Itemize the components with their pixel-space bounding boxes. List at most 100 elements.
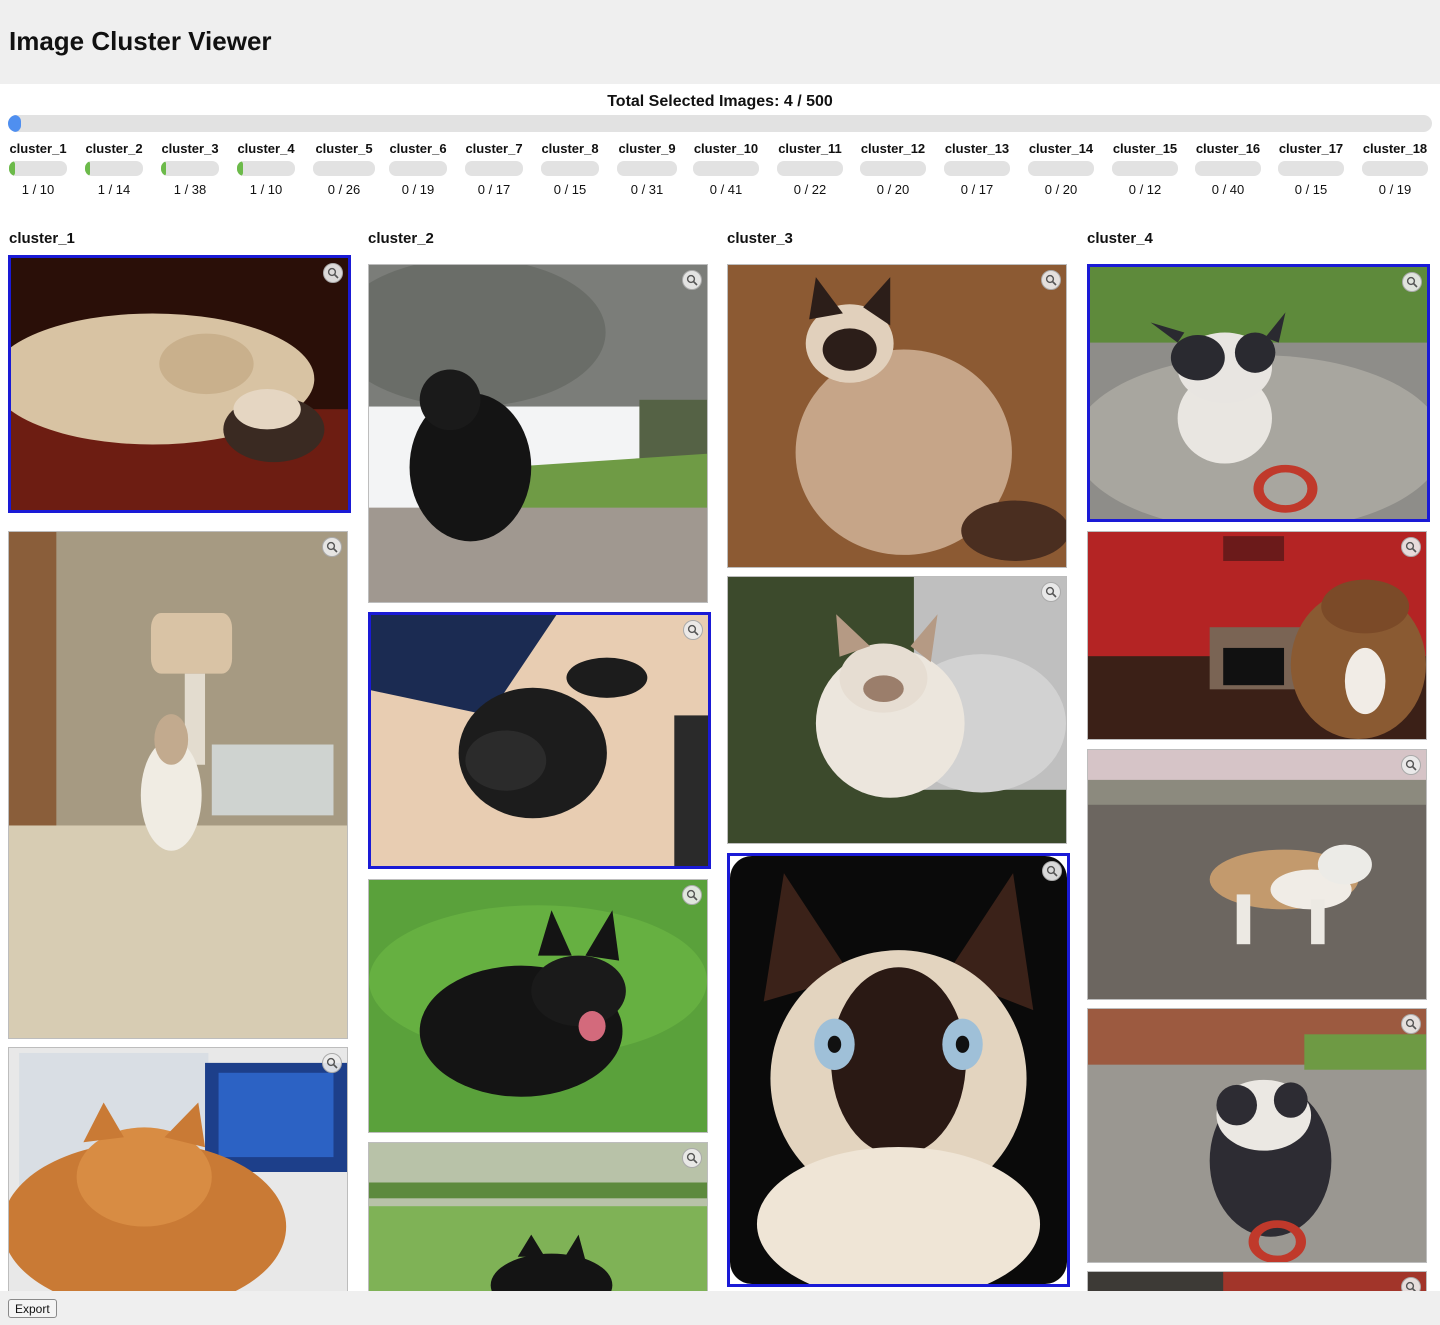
cluster-stat-2: cluster_2 1 / 14 [84, 140, 144, 197]
cluster-progress-bar [237, 161, 295, 176]
cluster-stat-count: 0 / 19 [1378, 182, 1412, 197]
image-card-dog-partial[interactable] [1087, 1271, 1427, 1291]
cluster-progress-bar [1195, 161, 1261, 176]
cluster-stat-name: cluster_8 [541, 141, 599, 156]
cluster-stat-name: cluster_3 [161, 141, 219, 156]
cluster-progress-bar [85, 161, 143, 176]
zoom-icon[interactable] [1401, 1277, 1421, 1291]
pitbull-yard-toy-photo [1088, 1009, 1426, 1262]
image-card-sleeping-cat[interactable] [8, 255, 351, 513]
black-terrier-grass-photo [369, 880, 707, 1132]
cluster-stat-count: 0 / 20 [1044, 182, 1078, 197]
cluster-stat-3: cluster_3 1 / 38 [160, 140, 220, 197]
cluster-stat-name: cluster_7 [465, 141, 523, 156]
zoom-icon[interactable] [1402, 272, 1422, 292]
zoom-icon[interactable] [683, 620, 703, 640]
cluster-progress-bar [1112, 161, 1178, 176]
cluster-stat-14: cluster_14 0 / 20 [1027, 140, 1095, 197]
image-card-tan-white-dog-yard[interactable] [1087, 749, 1427, 1000]
zoom-icon[interactable] [323, 263, 343, 283]
cluster-stat-name: cluster_14 [1028, 141, 1094, 156]
cluster-stat-count: 1 / 14 [97, 182, 131, 197]
image-grid[interactable] [0, 255, 1440, 1291]
cluster-progress-bar [617, 161, 677, 176]
cluster-stat-count: 0 / 12 [1128, 182, 1162, 197]
cluster-stat-count: 0 / 19 [401, 182, 435, 197]
cluster-progress-bar [777, 161, 843, 176]
zoom-icon[interactable] [1041, 582, 1061, 602]
app-title: Image Cluster Viewer [9, 26, 272, 56]
pitbull-gravel-photo [1090, 267, 1427, 519]
cluster-stat-name: cluster_10 [693, 141, 759, 156]
cluster-progress-bar [693, 161, 759, 176]
export-button[interactable]: Export [8, 1299, 57, 1318]
cluster-progress-fill [9, 161, 15, 176]
image-card-boxer-living-room[interactable] [1087, 531, 1427, 740]
cluster-stat-count: 0 / 20 [876, 182, 910, 197]
image-card-black-terrier-lawn[interactable] [368, 1142, 708, 1291]
cluster-progress-bar [1362, 161, 1428, 176]
cluster-stat-count: 0 / 41 [709, 182, 743, 197]
cluster-progress-bar [1278, 161, 1344, 176]
zoom-icon[interactable] [1042, 861, 1062, 881]
cluster-stats: cluster_1 1 / 10 cluster_2 1 / 14 cluster_3 1… [0, 140, 1440, 200]
cluster-progress-fill [161, 161, 166, 176]
image-card-orange-cat-at-desk[interactable] [8, 1047, 348, 1291]
image-card-siamese-cat-closeup[interactable] [727, 853, 1070, 1287]
cluster-stat-name: cluster_2 [85, 141, 143, 156]
image-card-cat-on-bed[interactable] [8, 531, 348, 1039]
zoom-icon[interactable] [322, 537, 342, 557]
cluster-progress-bar [389, 161, 447, 176]
column-title-cluster-2: cluster_2 [368, 230, 434, 247]
cluster-progress-bar [313, 161, 375, 176]
column-title-cluster-3: cluster_3 [727, 230, 793, 247]
zoom-icon[interactable] [682, 885, 702, 905]
cluster-progress-bar [9, 161, 67, 176]
cluster-progress-fill [85, 161, 90, 176]
cluster-progress-bar [1028, 161, 1094, 176]
cluster-stat-name: cluster_1 [9, 141, 67, 156]
cluster-progress-bar [860, 161, 926, 176]
cluster-stat-name: cluster_18 [1362, 141, 1428, 156]
cluster-stat-name: cluster_5 [315, 141, 373, 156]
cluster-stat-count: 0 / 15 [1294, 182, 1328, 197]
zoom-icon[interactable] [322, 1053, 342, 1073]
image-card-pitbull-gravel[interactable] [1087, 264, 1430, 522]
cluster-progress-fill [237, 161, 243, 176]
zoom-icon[interactable] [1041, 270, 1061, 290]
zoom-icon[interactable] [1401, 755, 1421, 775]
siamese-cat-closeup-photo [730, 856, 1067, 1284]
cluster-stat-6: cluster_6 0 / 19 [388, 140, 448, 197]
footer: Export [0, 1291, 1440, 1325]
cluster-stat-count: 0 / 17 [960, 182, 994, 197]
cluster-stat-name: cluster_17 [1278, 141, 1344, 156]
image-card-black-terrier-on-rug[interactable] [368, 612, 711, 869]
siamese-kitten-cushion-photo [728, 577, 1066, 843]
cluster-stat-name: cluster_6 [389, 141, 447, 156]
image-card-black-terrier-garden[interactable] [368, 264, 708, 603]
zoom-icon[interactable] [1401, 537, 1421, 557]
zoom-icon[interactable] [682, 1148, 702, 1168]
header: Image Cluster Viewer [0, 0, 1440, 84]
cluster-stat-count: 1 / 38 [173, 182, 207, 197]
black-terrier-lawn-photo [369, 1143, 707, 1291]
image-card-siamese-cat-mat[interactable] [727, 264, 1067, 568]
cluster-stat-count: 0 / 17 [477, 182, 511, 197]
cluster-stat-count: 0 / 15 [553, 182, 587, 197]
black-terrier-on-rug-photo [371, 615, 708, 866]
image-card-pitbull-yard-toy[interactable] [1087, 1008, 1427, 1263]
black-terrier-garden-photo [369, 265, 707, 602]
cluster-stat-name: cluster_11 [778, 141, 842, 156]
cluster-stat-17: cluster_17 0 / 15 [1277, 140, 1345, 197]
zoom-icon[interactable] [682, 270, 702, 290]
cluster-stat-4: cluster_4 1 / 10 [236, 140, 296, 197]
cat-on-bed-photo [9, 532, 347, 1038]
cluster-progress-bar [944, 161, 1010, 176]
zoom-icon[interactable] [1401, 1014, 1421, 1034]
cluster-stat-count: 0 / 22 [793, 182, 827, 197]
image-card-black-terrier-grass[interactable] [368, 879, 708, 1133]
cluster-stat-name: cluster_13 [944, 141, 1010, 156]
image-card-siamese-kitten-cushion[interactable] [727, 576, 1067, 844]
total-progress-bar [8, 115, 1432, 132]
cluster-stat-name: cluster_12 [860, 141, 926, 156]
